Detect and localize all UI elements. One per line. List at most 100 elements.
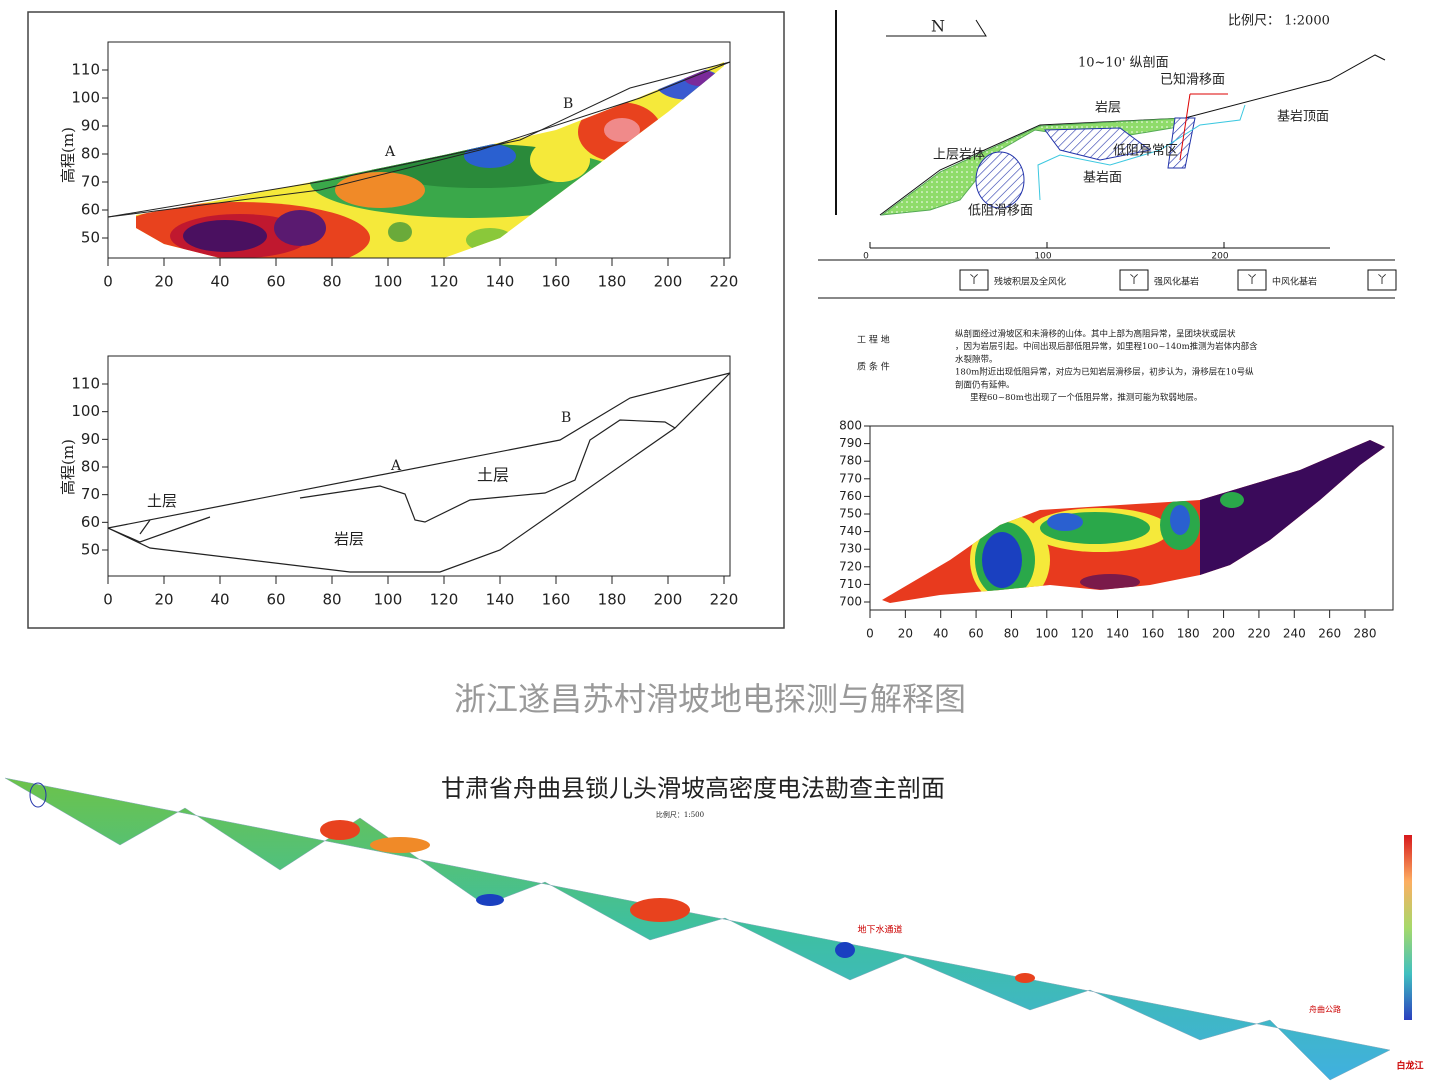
y-tick-label: 50	[81, 541, 100, 559]
label: ，因为岩层引起。中间出现后部低阻异常，如里程100~140m推测为岩体内部含	[955, 341, 1258, 352]
x-tick-label: 80	[322, 273, 341, 291]
surface-line	[107, 61, 731, 218]
label: 岩层	[1095, 101, 1121, 116]
x-tick-label: 160	[542, 273, 571, 291]
surface-line	[107, 61, 731, 218]
y-tick-label: 800	[839, 419, 862, 433]
x-tick-label: 0	[103, 273, 113, 291]
legend-swatch	[1119, 269, 1149, 291]
x-tick-label: 180	[1177, 627, 1200, 641]
y-tick-label: 70	[81, 173, 100, 191]
label: N	[931, 17, 945, 36]
y-tick-label: 790	[839, 436, 862, 450]
y-tick-label: 780	[839, 454, 862, 468]
scale-label: 比例尺：1:500	[656, 810, 704, 819]
x-tick-label: 140	[486, 591, 515, 609]
y-tick-label: 100	[71, 402, 100, 420]
x-tick-label: 100	[374, 591, 403, 609]
x-tick-label: 20	[898, 627, 913, 641]
frame	[27, 11, 785, 629]
x-tick-label: 80	[322, 591, 341, 609]
label: 里程60~80m也出现了一个低阻异常，推测可能为软弱地层。	[970, 392, 1202, 403]
legend-swatch	[1367, 269, 1397, 291]
y-tick-label: 760	[839, 489, 862, 503]
y-tick-label: 60	[81, 201, 100, 219]
label: 岩层	[334, 530, 364, 548]
y-tick-label: 720	[839, 559, 862, 573]
label: 基岩面	[1083, 171, 1122, 186]
resistivity-section	[136, 62, 724, 258]
label: 基岩顶面	[1277, 110, 1329, 125]
x-tick-label: 200	[1211, 252, 1228, 262]
y-tick-label: 50	[81, 229, 100, 247]
x-tick-label: 40	[210, 591, 229, 609]
x-tick-label: 160	[1141, 627, 1164, 641]
x-tick-label: 60	[968, 627, 983, 641]
y-tick-label: 740	[839, 524, 862, 538]
label: 强风化基岩	[1154, 276, 1199, 288]
x-tick-label: 180	[598, 591, 627, 609]
geologic-profile	[818, 10, 1395, 299]
x-tick-label: 240	[1283, 627, 1306, 641]
y-tick-label: 110	[71, 61, 100, 79]
label: 水裂隙带。	[955, 354, 998, 365]
x-tick-label: 200	[654, 273, 683, 291]
label: B	[563, 96, 573, 112]
plot-frame	[869, 425, 1394, 611]
x-tick-label: 200	[1212, 627, 1235, 641]
label: 比例尺： 1:2000	[1228, 14, 1330, 29]
x-tick-label: 100	[1035, 627, 1058, 641]
annotation: 舟曲公路	[1309, 1004, 1341, 1014]
label: 工 程 地	[857, 334, 890, 346]
label: 180m附近出现低阻异常，对应为已知岩层滑移层，初步认为，滑移层在10号纵	[955, 367, 1254, 378]
x-tick-label: 40	[210, 273, 229, 291]
legend-swatch	[1237, 269, 1267, 291]
x-tick-label: 0	[103, 591, 113, 609]
y-tick-label: 70	[81, 485, 100, 503]
label: 中风化基岩	[1272, 276, 1317, 288]
legend-symbol: 丫	[969, 273, 980, 286]
x-tick-label: 120	[430, 591, 459, 609]
label: 上层岩体	[933, 148, 985, 163]
interpretation-lines	[107, 372, 731, 573]
label: 剖面仍有延伸。	[955, 379, 1015, 390]
label: 土层	[147, 492, 177, 510]
x-tick-label: 0	[866, 627, 874, 641]
label: 低阻滑移面	[968, 204, 1033, 219]
y-tick-label: 90	[81, 117, 100, 135]
resistivity-section	[882, 440, 1385, 603]
title: 甘肃省舟曲县锁儿头滑坡高密度电法勘查主剖面	[441, 775, 945, 803]
x-tick-label: 260	[1318, 627, 1341, 641]
x-tick-label: 60	[266, 591, 285, 609]
y-tick-label: 80	[81, 458, 100, 476]
x-tick-label: 180	[598, 273, 627, 291]
plot-frame	[107, 41, 731, 259]
x-tick-label: 0	[863, 252, 869, 262]
x-tick-label: 120	[430, 273, 459, 291]
label: 已知滑移面	[1160, 72, 1225, 88]
label: 10~10' 纵剖面	[1078, 56, 1169, 71]
x-tick-label: 220	[710, 591, 739, 609]
y-tick-label: 730	[839, 542, 862, 556]
y-tick-label: 100	[71, 89, 100, 107]
label: A	[384, 144, 396, 160]
x-tick-label: 160	[542, 591, 571, 609]
x-tick-label: 20	[154, 591, 173, 609]
label: 质 条 件	[857, 361, 890, 373]
label: 残坡积层及全风化	[994, 276, 1066, 288]
x-tick-label: 140	[486, 273, 515, 291]
y-tick-label: 750	[839, 507, 862, 521]
label: 土层	[477, 466, 509, 485]
annotation: 白龙江	[1396, 1060, 1423, 1072]
x-tick-label: 40	[933, 627, 948, 641]
x-tick-label: 120	[1071, 627, 1094, 641]
x-tick-label: 220	[1247, 627, 1270, 641]
legend-symbol: 丫	[1377, 273, 1388, 286]
annotation: 地下水通道	[857, 924, 902, 936]
x-tick-label: 280	[1354, 627, 1377, 641]
x-tick-label: 60	[266, 273, 285, 291]
label: B	[561, 410, 571, 426]
x-tick-label: 100	[1034, 252, 1051, 262]
